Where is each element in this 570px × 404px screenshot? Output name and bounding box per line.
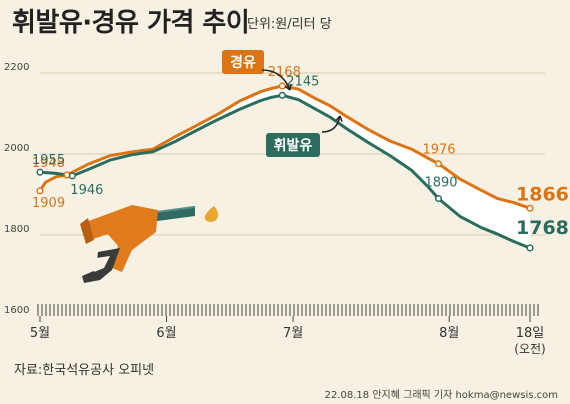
gap-ribbon bbox=[40, 85, 530, 248]
y-tick-label: 1600 bbox=[4, 305, 29, 316]
data-label: 2145 bbox=[286, 74, 319, 89]
badge-arrow bbox=[321, 115, 341, 133]
data-label: 2168 bbox=[268, 65, 301, 80]
credit-line: 22.08.18 안지혜 그래픽 기자 hokma@newsis.com bbox=[324, 390, 558, 401]
arrow-head bbox=[284, 83, 292, 91]
series-badge-label: 경유 bbox=[230, 54, 256, 71]
series-badge bbox=[222, 50, 264, 74]
series-line-gasoline bbox=[38, 93, 532, 250]
x-tick-label: 6월 bbox=[156, 326, 176, 341]
x-tick-labels: 5월 6월 7월 8월 18일(오전) bbox=[30, 316, 546, 356]
data-label: 1955 bbox=[32, 153, 65, 168]
data-label: 1948 bbox=[32, 156, 65, 171]
y-tick-label: 1800 bbox=[4, 224, 29, 235]
source-note: 자료:한국석유공사 오피넷 bbox=[14, 363, 155, 378]
series-badge bbox=[266, 133, 320, 157]
data-point-marker bbox=[434, 195, 443, 203]
data-label: 1768 bbox=[516, 217, 569, 239]
data-label: 1866 bbox=[516, 183, 569, 205]
data-point-marker bbox=[68, 172, 76, 180]
data-point-marker bbox=[434, 160, 443, 168]
unit-label: 단위:원/리터 당 bbox=[247, 17, 332, 32]
data-point-marker bbox=[36, 168, 44, 176]
x-tick-label: 7월 bbox=[283, 326, 303, 341]
data-point-marker bbox=[278, 82, 286, 90]
point-markers bbox=[36, 82, 534, 252]
data-label: 1909 bbox=[32, 196, 65, 211]
x-tick-sublabel: (오전) bbox=[514, 342, 545, 356]
fuel-nozzle-illustration bbox=[80, 205, 219, 283]
y-tick-label: 2000 bbox=[4, 143, 29, 154]
data-label: 1976 bbox=[422, 143, 455, 158]
arrow-head bbox=[335, 115, 343, 122]
x-tick-label: 18일 bbox=[516, 326, 545, 341]
x-tick-label: 8월 bbox=[439, 326, 459, 341]
y-tick-labels: 1600 1800 2000 2200 bbox=[4, 62, 29, 316]
chart-title: 휘발유·경유 가격 추이 bbox=[12, 8, 250, 38]
data-point-marker bbox=[526, 244, 534, 252]
data-point-marker bbox=[278, 91, 286, 99]
data-labels: 1909 1948 2168 1976 1866 1955 1946 2145 1890 1768 bbox=[32, 65, 569, 239]
data-label: 1946 bbox=[70, 183, 103, 198]
x-tick-label: 5월 bbox=[30, 326, 50, 341]
badge-arrow bbox=[261, 69, 291, 91]
series-badge-label: 휘발유 bbox=[274, 137, 313, 154]
timeline-ticks bbox=[37, 304, 539, 316]
y-tick-label: 2200 bbox=[4, 62, 29, 73]
data-point-marker bbox=[526, 204, 534, 212]
data-point-marker bbox=[36, 187, 44, 195]
data-label: 1890 bbox=[424, 176, 457, 191]
